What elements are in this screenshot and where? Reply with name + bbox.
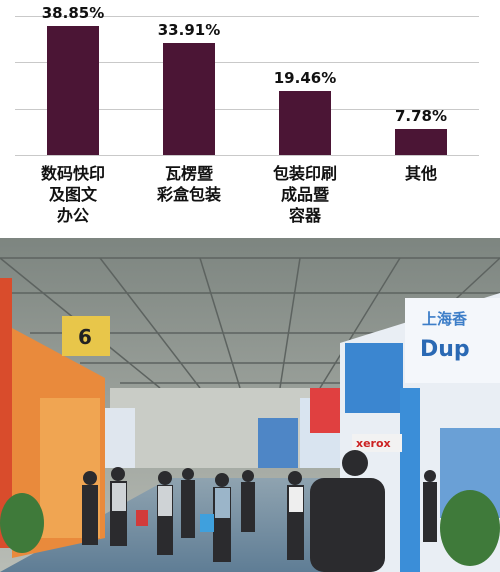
booth-pillar bbox=[0, 278, 12, 548]
x-tick-label: 瓦楞暨 彩盒包装 bbox=[156, 164, 221, 204]
grid-line bbox=[15, 62, 479, 64]
bar bbox=[163, 42, 215, 155]
grid-line bbox=[15, 16, 479, 17]
booth-sign bbox=[310, 388, 340, 433]
sign-board bbox=[62, 316, 110, 356]
value-label: 33.91% bbox=[157, 20, 221, 39]
booth bbox=[258, 418, 298, 468]
booth-pillar bbox=[400, 388, 420, 572]
booth-panel bbox=[345, 343, 403, 413]
chart: 38.85% 数码快印 及图文 办公 33.91% 瓦楞暨 彩盒包装 19.46% 包装印… bbox=[0, 0, 500, 236]
visitors bbox=[82, 450, 437, 572]
sign-board bbox=[405, 298, 500, 383]
grid-line bbox=[15, 155, 479, 156]
x-tick-label: 包装印刷 成品暨 容器 bbox=[272, 164, 337, 225]
plants bbox=[0, 490, 500, 566]
value-label: 19.46% bbox=[273, 68, 337, 87]
value-label: 38.85% bbox=[41, 4, 105, 23]
booth bbox=[105, 408, 135, 468]
value-label: 7.78% bbox=[394, 107, 448, 126]
x-tick-label: 数码快印 及图文 办公 bbox=[40, 164, 105, 225]
sign-text: 上海香 bbox=[422, 310, 467, 328]
grid-line bbox=[15, 108, 479, 110]
sign-text: xerox bbox=[356, 437, 391, 450]
sign-text: Dup bbox=[420, 337, 470, 362]
exhibition-photo: 6 上海香 Dup xerox bbox=[0, 238, 500, 572]
sign-board bbox=[352, 434, 402, 452]
bar bbox=[47, 26, 99, 155]
x-tick-label: 其他 bbox=[404, 164, 437, 183]
bar bbox=[279, 90, 331, 155]
sign-text: 6 bbox=[78, 325, 92, 349]
bar bbox=[395, 129, 447, 155]
